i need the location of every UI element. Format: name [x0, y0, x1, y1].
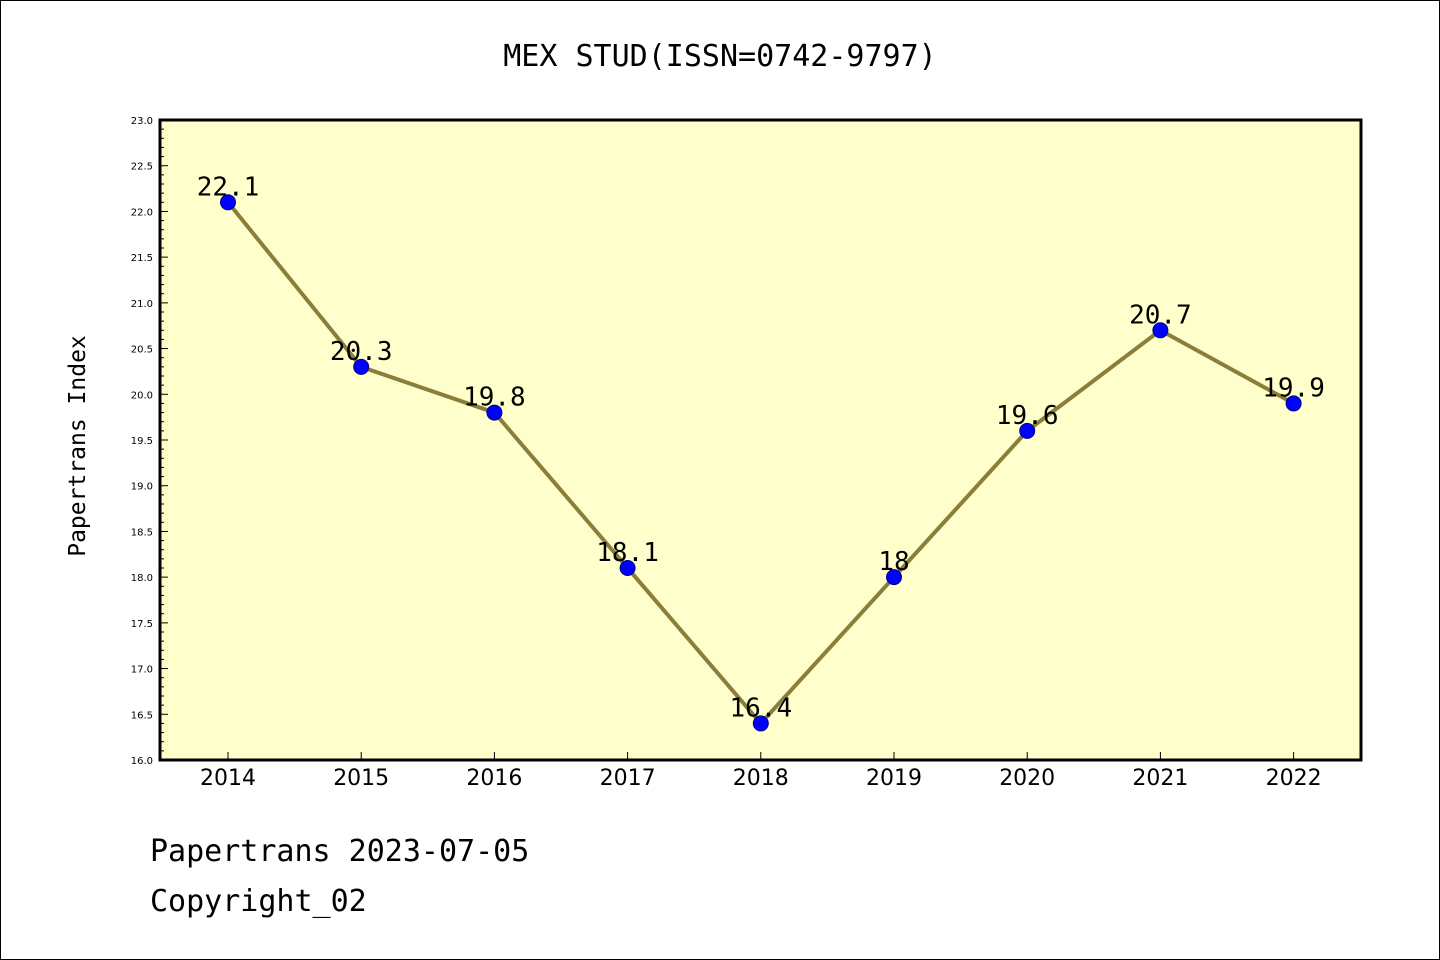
x-tick-label: 2014: [200, 766, 256, 791]
series-layer: [220, 194, 1302, 732]
y-tick-label: 18.0: [131, 573, 153, 584]
data-point: [1285, 395, 1302, 412]
data-label: 16.4: [729, 693, 792, 723]
data-point: [220, 194, 236, 211]
data-label: 19.6: [996, 401, 1059, 431]
y-axis-label: Papertrans Index: [65, 335, 91, 557]
data-point: [486, 404, 503, 421]
data-point: [353, 358, 370, 375]
x-tick-label: 2015: [333, 766, 389, 791]
y-tick-label: 19.0: [131, 482, 153, 493]
x-tick-label: 2017: [600, 766, 656, 791]
data-point: [1152, 322, 1169, 339]
x-tick-label: 2019: [866, 766, 922, 791]
data-point: [886, 569, 902, 586]
y-tick-label: 16.0: [131, 756, 153, 767]
footer-copyright-text: Copyright_02: [150, 884, 367, 919]
y-tick-label: 20.5: [131, 345, 153, 356]
data-point: [752, 715, 769, 732]
y-tick-label: 21.0: [131, 299, 153, 310]
data-point: [1019, 422, 1036, 439]
data-label: 19.8: [463, 383, 526, 413]
x-tick-label: 2018: [733, 766, 789, 791]
footer-date-text: Papertrans 2023-07-05: [150, 834, 530, 869]
y-tick-label: 22.0: [131, 207, 153, 218]
data-label: 20.7: [1129, 300, 1192, 330]
y-tick-label: 17.0: [131, 665, 153, 676]
y-tick-label: 19.5: [131, 436, 153, 447]
data-label: 18: [878, 547, 909, 577]
x-tick-label: 2020: [999, 766, 1055, 791]
y-tick-label: 22.5: [131, 162, 153, 173]
x-axis: 2014 2015 2016 2017 2018 2019 2020 2021 2022: [200, 752, 1322, 791]
x-tick-label: 2021: [1132, 766, 1188, 791]
x-tick-label: 2016: [466, 766, 522, 791]
y-axis: 16.0 16.5 17.0 17.5 18.0 18.5 19.0 19.5 20.0 20.5…: [131, 116, 168, 767]
plot-area: [158, 118, 1363, 762]
y-tick-label: 17.5: [131, 619, 153, 630]
y-tick-label: 21.5: [131, 253, 153, 264]
y-tick-label: 20.0: [131, 390, 153, 401]
y-tick-label: 23.0: [131, 116, 153, 127]
data-label: 19.9: [1262, 373, 1325, 403]
y-tick-label: 18.5: [131, 527, 153, 538]
data-point: [619, 560, 636, 576]
y-tick-label: 16.5: [131, 710, 153, 721]
data-labels-layer: 22.1 20.3 19.8 18.1 16.4 18 19.6 20.7 19.9: [197, 172, 1325, 723]
data-label: 20.3: [330, 337, 393, 367]
chart-title: MEX STUD(ISSN=0742-9797): [503, 39, 936, 74]
data-label: 18.1: [596, 538, 659, 568]
data-label: 22.1: [197, 172, 260, 202]
x-tick-label: 2022: [1266, 766, 1322, 791]
